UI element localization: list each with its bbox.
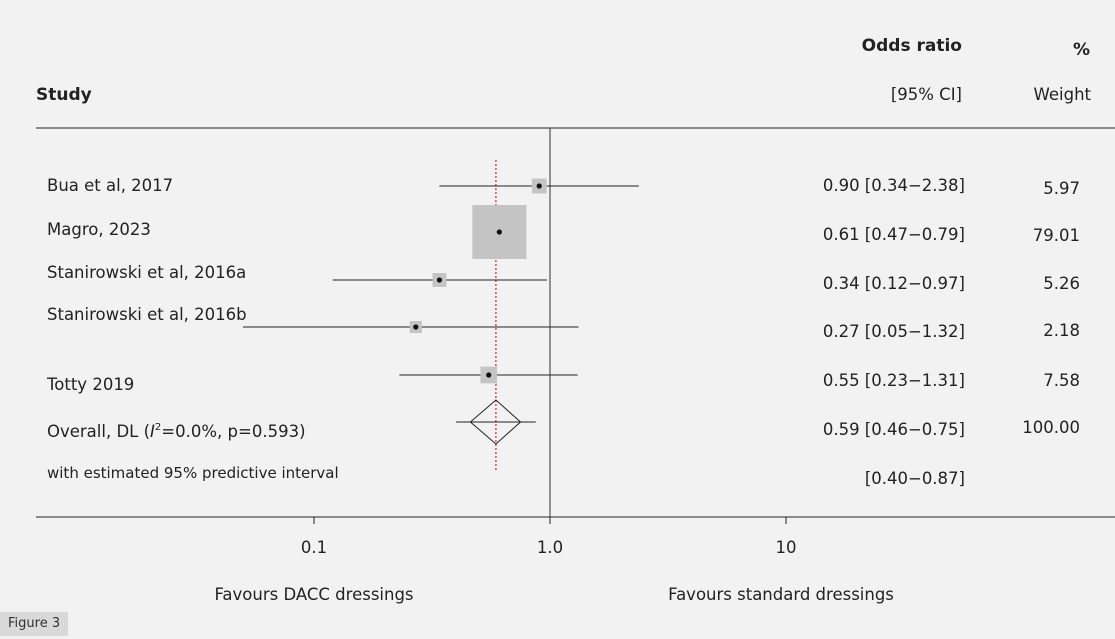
- point-estimate: [413, 324, 419, 330]
- study-label: Stanirowski et al, 2016a: [47, 263, 246, 282]
- weight-value: 5.97: [1043, 179, 1080, 198]
- study-label: Magro, 2023: [47, 220, 151, 239]
- point-estimate: [496, 229, 502, 235]
- weight-value: 5.26: [1043, 274, 1080, 293]
- weight-percent-header: %: [1073, 40, 1090, 60]
- ci-value: 0.90 [0.34−2.38]: [823, 176, 965, 195]
- favours-left-label: Favours DACC dressings: [214, 585, 413, 604]
- weight-subheader: Weight: [1034, 85, 1092, 104]
- weight-value: 7.58: [1043, 371, 1080, 390]
- x-tick-label: 0.1: [301, 538, 327, 557]
- point-estimate: [536, 183, 542, 189]
- point-estimate: [436, 277, 443, 283]
- x-tick-label: 10: [776, 538, 797, 557]
- ci-value: [0.40−0.87]: [865, 469, 965, 488]
- ci-value: 0.34 [0.12−0.97]: [823, 274, 965, 293]
- prediction-label: with estimated 95% predictive interval: [47, 464, 339, 482]
- point-estimate: [486, 372, 492, 378]
- overall-label: Overall, DL (I2=0.0%, p=0.593): [47, 422, 306, 441]
- x-tick-label: 1.0: [537, 538, 563, 557]
- ci-value: 0.61 [0.47−0.79]: [823, 225, 965, 244]
- overall-diamond: [469, 399, 522, 445]
- weight-value: 2.18: [1043, 321, 1080, 340]
- study-label: Stanirowski et al, 2016b: [47, 305, 247, 324]
- ci-value: 0.27 [0.05−1.32]: [823, 322, 965, 341]
- odds-ratio-header: Odds ratio: [862, 36, 962, 56]
- ci-subheader: [95% CI]: [891, 85, 962, 104]
- forest-plot: Study Odds ratio [95% CI] % Weight Bua e…: [0, 0, 1115, 612]
- study-label: Totty 2019: [46, 375, 134, 394]
- x-axis-ticks: 0.1 1.0 10: [301, 517, 797, 557]
- study-column-header: Study: [36, 85, 92, 105]
- ci-value: 0.59 [0.46−0.75]: [823, 420, 965, 439]
- study-marks: [242, 178, 639, 384]
- weight-value: 100.00: [1022, 418, 1080, 437]
- weight-value: 79.01: [1033, 226, 1080, 245]
- plot-background: [0, 0, 1115, 612]
- ci-value: 0.55 [0.23−1.31]: [823, 371, 965, 390]
- favours-right-label: Favours standard dressings: [668, 585, 894, 604]
- study-label: Bua et al, 2017: [47, 176, 173, 195]
- figure-caption: Figure 3: [0, 612, 69, 636]
